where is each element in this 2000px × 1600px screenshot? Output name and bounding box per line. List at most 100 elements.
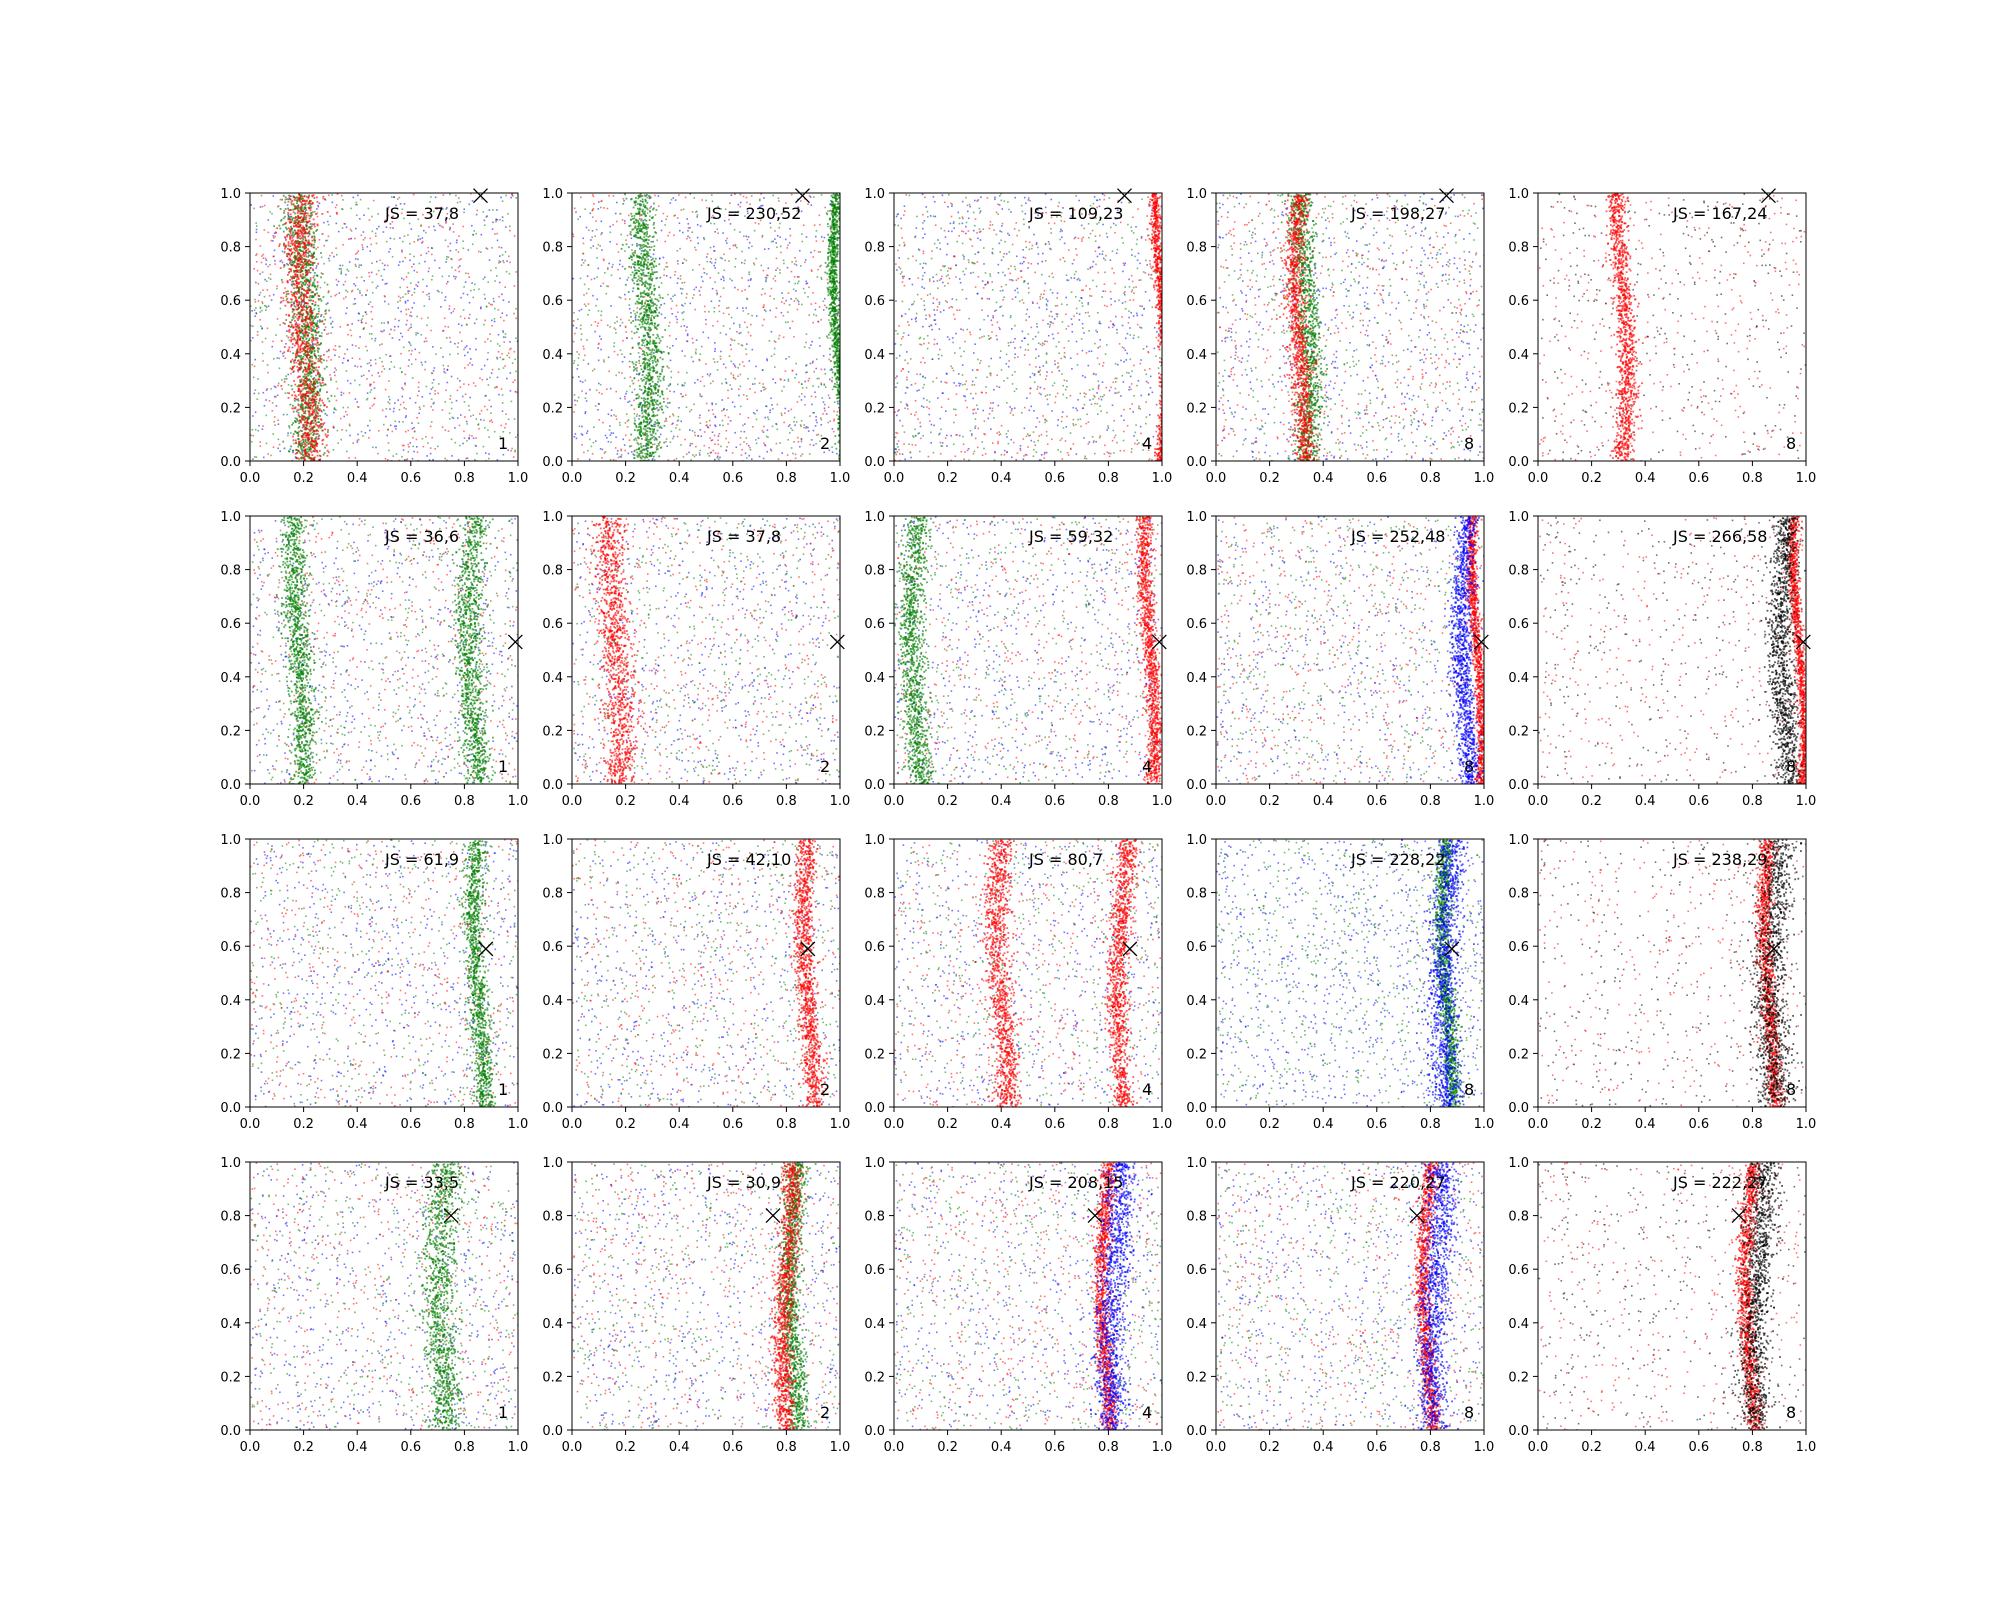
point [614,327,616,329]
band-point [320,252,322,254]
point [620,319,622,321]
band-point [319,450,321,452]
point [397,307,399,309]
band-point [294,398,296,400]
point [600,349,602,351]
band-point [309,289,311,291]
point [823,301,825,303]
point [315,248,317,250]
point [743,365,745,367]
band-point [297,277,299,279]
point [600,201,602,203]
point [617,450,619,452]
band-point [281,279,283,281]
band-point [301,325,303,327]
band-point [317,286,319,288]
band-point [290,276,292,278]
point [699,417,701,419]
point [734,287,736,289]
point [789,327,791,329]
point [255,389,257,391]
point [601,221,603,223]
point [506,260,508,262]
band-point [294,205,296,207]
point [701,199,703,201]
point [414,349,416,351]
point [359,218,361,220]
point [502,312,504,314]
point [281,379,283,381]
point [461,340,463,342]
point [756,315,758,317]
band-point [301,306,303,308]
point [509,341,511,343]
point [762,288,764,290]
band-point [306,215,308,217]
point [459,265,461,267]
point [802,241,804,243]
point [271,346,273,348]
point [434,260,436,262]
band-point [297,344,299,346]
point [455,278,457,280]
point [462,443,464,445]
point [774,348,776,350]
band-point [327,455,329,457]
band-point [318,295,320,297]
point [501,388,503,390]
point [372,282,374,284]
point [509,262,511,264]
point [609,226,611,228]
point [746,457,748,459]
band-point [317,325,319,327]
band-point [330,379,332,381]
point [405,417,407,419]
point [411,266,413,268]
band-point [311,295,313,297]
point [583,243,585,245]
point [400,353,402,355]
point [787,454,789,456]
point [431,388,433,390]
point [501,247,503,249]
band-point [281,340,283,342]
point [328,258,330,260]
point [615,391,617,393]
point [340,326,342,328]
point [367,363,369,365]
point [628,215,630,217]
band-point [299,368,301,370]
band-point [299,364,301,366]
point [466,324,468,326]
point [383,269,385,271]
band-point [297,287,299,289]
point [594,331,596,333]
point [833,431,835,433]
point [418,235,420,237]
point [677,250,679,252]
point [793,441,795,443]
point [297,371,299,373]
point [763,197,765,199]
point [685,394,687,396]
point [417,395,419,397]
point [359,384,361,386]
band-point [314,223,316,225]
point [371,333,373,335]
point [447,369,449,371]
point [586,400,588,402]
band-point [312,254,314,256]
point [283,414,285,416]
band-point [296,352,298,354]
point [368,437,370,439]
point [390,223,392,225]
band-point [306,354,308,356]
point [394,326,396,328]
point [667,216,669,218]
band-point [295,355,297,357]
band-point [321,377,323,379]
point [608,263,610,265]
band-point [316,313,318,315]
band-point [297,369,299,371]
band-point [293,222,295,224]
